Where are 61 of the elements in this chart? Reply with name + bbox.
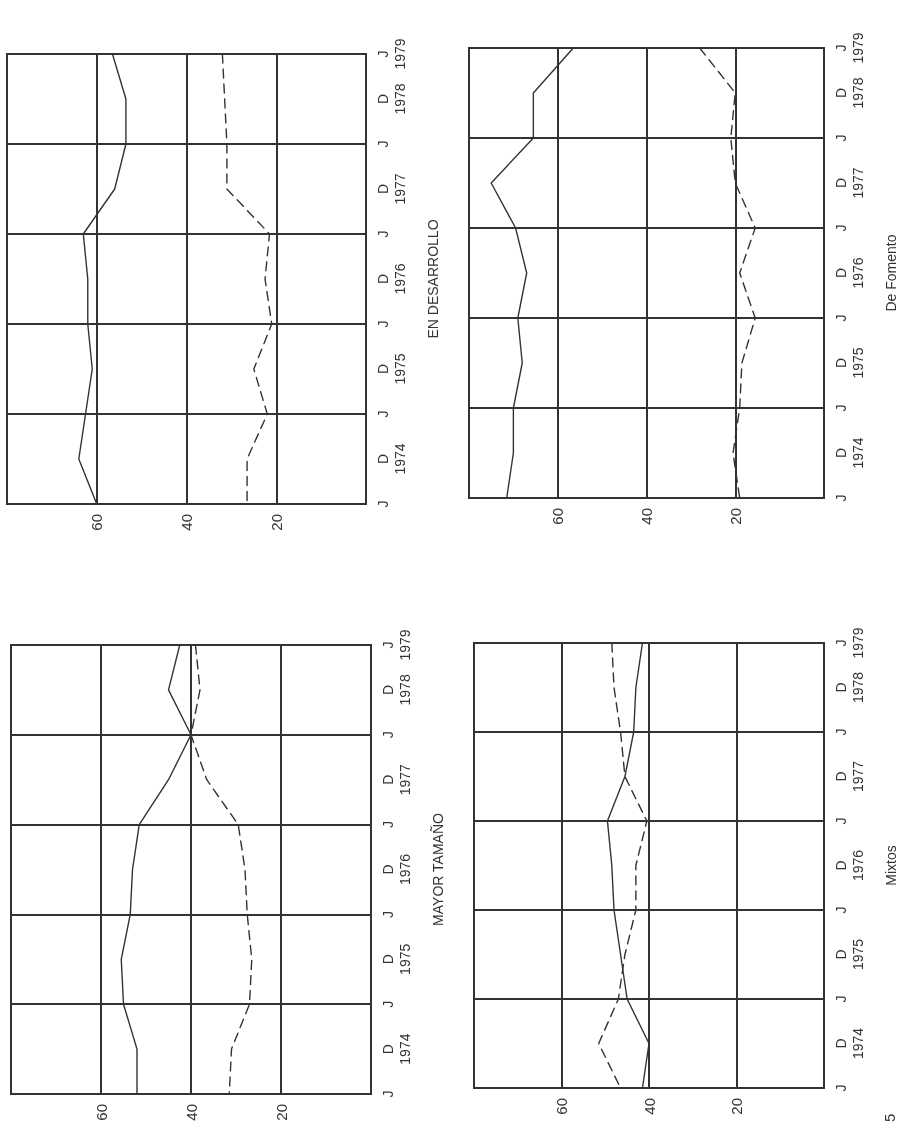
- y-tick-label: J: [832, 224, 849, 232]
- x-tick-label: 40: [182, 1104, 200, 1121]
- y-tick-label: D 1978: [832, 77, 866, 109]
- x-tick-label: 60: [553, 1098, 570, 1115]
- y-tick-label: D 1975: [374, 353, 408, 385]
- y-tick-label: J: [832, 995, 849, 1003]
- y-tick-label: D 1978: [374, 83, 408, 115]
- y-axis-title: EN DESARROLLO: [425, 219, 441, 339]
- y-tick-label: J: [379, 1090, 396, 1098]
- y-tick-label: D 1975: [379, 943, 413, 975]
- x-tick-label: 20: [267, 514, 285, 531]
- y-tick-label: J: [374, 230, 391, 238]
- x-tick-label: 60: [549, 508, 567, 525]
- y-tick-label: J: [374, 320, 391, 328]
- y-tick-label: D 1975: [832, 938, 866, 971]
- y-tick-label: J: [379, 1000, 396, 1008]
- y-tick-label: J: [379, 731, 396, 739]
- y-tick-label: J 1979: [832, 627, 866, 659]
- y-tick-label: D 1976: [832, 849, 866, 882]
- y-tick-label: J: [832, 134, 849, 142]
- y-tick-label: J: [832, 817, 849, 825]
- x-tick-label: 40: [178, 514, 195, 531]
- y-tick-label: D 1978: [832, 671, 866, 704]
- y-tick-label: J: [374, 410, 391, 418]
- y-tick-label: J: [374, 140, 391, 148]
- x-tick-label: 40: [638, 508, 655, 525]
- y-tick-label: D 1974: [374, 443, 408, 475]
- y-tick-label: J 1979: [379, 629, 413, 661]
- y-tick-label: D 1977: [832, 760, 866, 793]
- x-tick-label: 20: [272, 1104, 290, 1121]
- y-tick-label: J 1979: [832, 32, 866, 64]
- x-tick-label: 40: [640, 1098, 658, 1115]
- y-tick-label: J: [832, 906, 849, 914]
- y-axis-title: De Fomento: [883, 234, 899, 312]
- y-tick-label: D 1977: [379, 763, 413, 796]
- text: 5: [881, 1113, 898, 1122]
- x-tick-label: 20: [726, 508, 744, 525]
- y-tick-label: D 1975: [832, 347, 866, 379]
- y-tick-label: J: [374, 500, 391, 508]
- x-tick-label: 20: [728, 1098, 745, 1115]
- y-axis-title: MAYOR TAMAÑO: [430, 813, 446, 926]
- y-tick-label: D 1978: [379, 674, 413, 706]
- y-tick-label: D 1976: [379, 853, 413, 886]
- y-axis-title: Mixtos: [883, 845, 899, 886]
- y-tick-label: D 1974: [832, 437, 866, 469]
- y-tick-label: D 1974: [379, 1033, 413, 1065]
- y-tick-label: J: [832, 494, 849, 502]
- y-tick-label: D 1976: [832, 257, 866, 289]
- y-tick-label: D 1974: [832, 1027, 866, 1060]
- y-tick-label: J: [379, 821, 396, 829]
- y-tick-label: J: [832, 314, 849, 322]
- y-tick-label: J 1979: [374, 38, 408, 70]
- y-tick-label: J: [832, 404, 849, 412]
- y-tick-label: J: [832, 1084, 849, 1092]
- y-tick-label: D 1977: [832, 167, 866, 199]
- x-tick-label: 60: [88, 514, 106, 531]
- y-tick-label: D 1977: [374, 173, 408, 205]
- y-tick-label: J: [832, 728, 849, 736]
- y-tick-label: D 1976: [374, 263, 408, 295]
- x-tick-label: 60: [92, 1104, 110, 1121]
- y-tick-label: J: [379, 910, 396, 918]
